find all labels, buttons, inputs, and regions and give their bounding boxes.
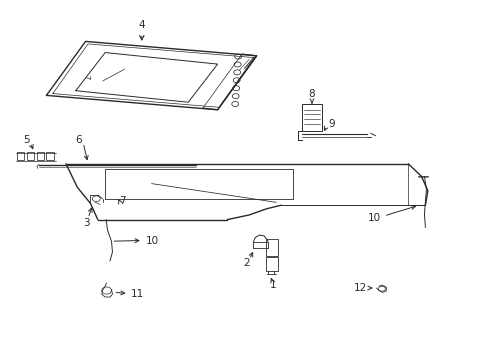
Text: 4: 4 <box>138 19 145 30</box>
Text: 5: 5 <box>23 135 30 145</box>
Bar <box>302 104 321 131</box>
Bar <box>46 152 54 160</box>
Text: 1: 1 <box>269 280 276 290</box>
Text: 11: 11 <box>131 289 144 299</box>
Text: 9: 9 <box>328 119 335 129</box>
Bar <box>265 257 277 271</box>
Text: 3: 3 <box>82 218 89 228</box>
Text: 12: 12 <box>353 283 366 293</box>
Text: 2: 2 <box>243 258 250 268</box>
Bar <box>265 239 277 256</box>
Text: 10: 10 <box>145 236 159 246</box>
Bar <box>27 152 34 160</box>
Text: 10: 10 <box>366 213 380 223</box>
Text: 6: 6 <box>75 135 81 145</box>
Text: 8: 8 <box>308 89 315 99</box>
Bar <box>17 152 24 160</box>
Text: 7: 7 <box>119 196 125 206</box>
Bar <box>37 152 44 160</box>
